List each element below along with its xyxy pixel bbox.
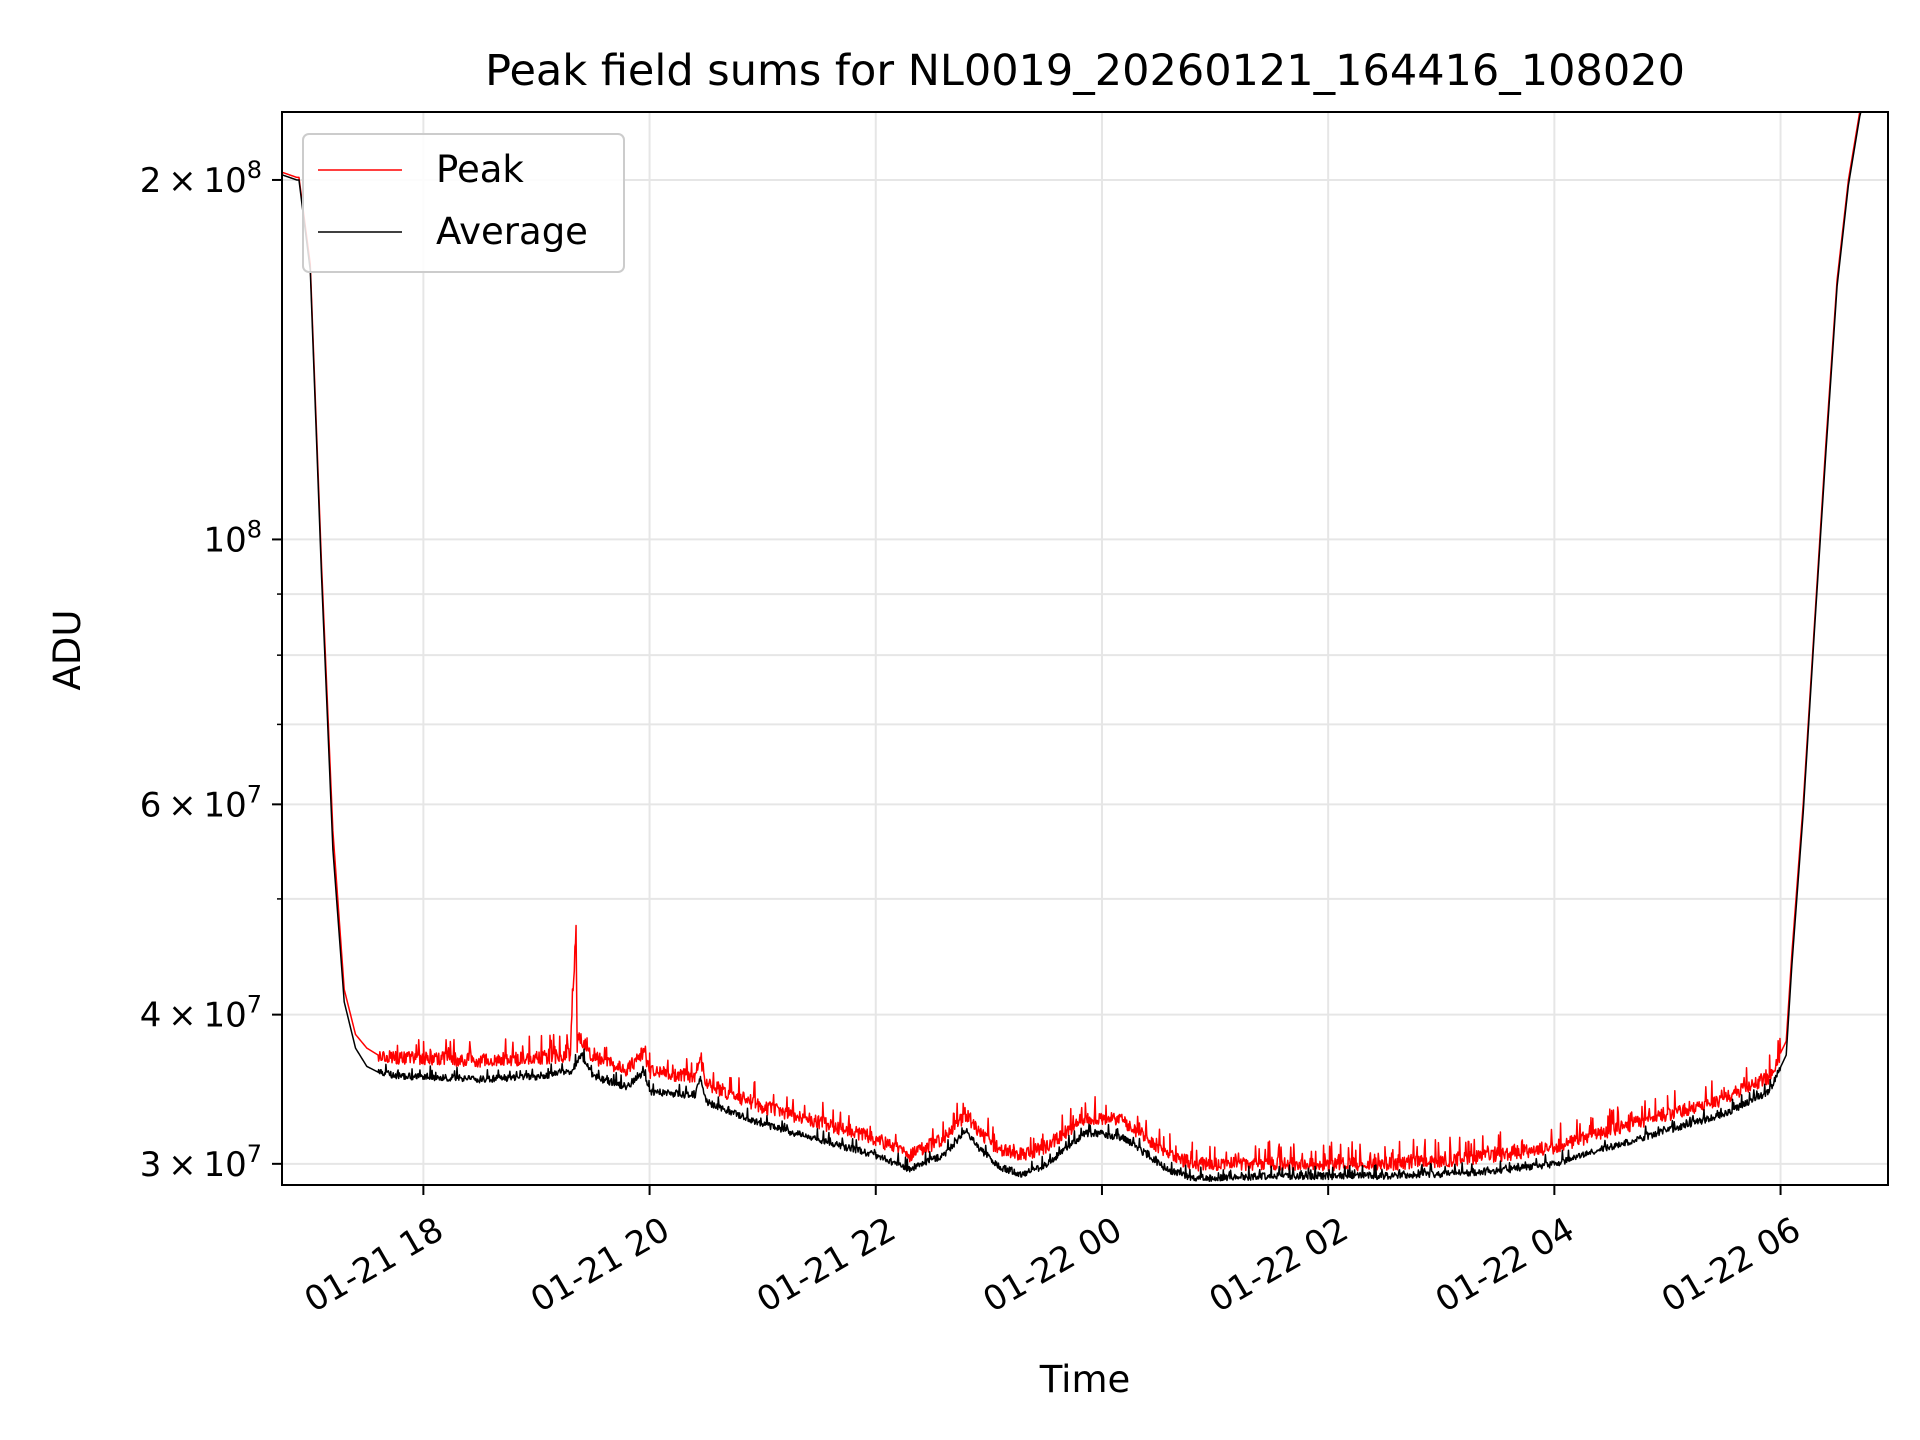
y-tick-label: 4 × 107: [140, 991, 262, 1036]
y-tick-label: 6 × 107: [140, 780, 262, 825]
series-line-average: [282, 112, 1862, 1182]
legend-box: [302, 133, 625, 273]
series-layer: [282, 112, 1862, 1182]
y-tick-label: 3 × 107: [140, 1140, 262, 1185]
legend-peak-label: Peak: [436, 148, 524, 191]
y-axis-title: ADU: [46, 610, 89, 691]
chart-title: Peak field sums for NL0019_20260121_1644…: [485, 46, 1685, 96]
plot-frame: [281, 111, 1889, 1186]
series-line-peak: [282, 112, 1861, 1172]
x-axis-title: Time: [1039, 1358, 1131, 1401]
legend-average-label: Average: [436, 210, 588, 253]
y-tick-label: 108: [203, 515, 262, 560]
legend: Peak Average: [302, 133, 625, 273]
y-tick-label: 2 × 108: [140, 156, 262, 201]
